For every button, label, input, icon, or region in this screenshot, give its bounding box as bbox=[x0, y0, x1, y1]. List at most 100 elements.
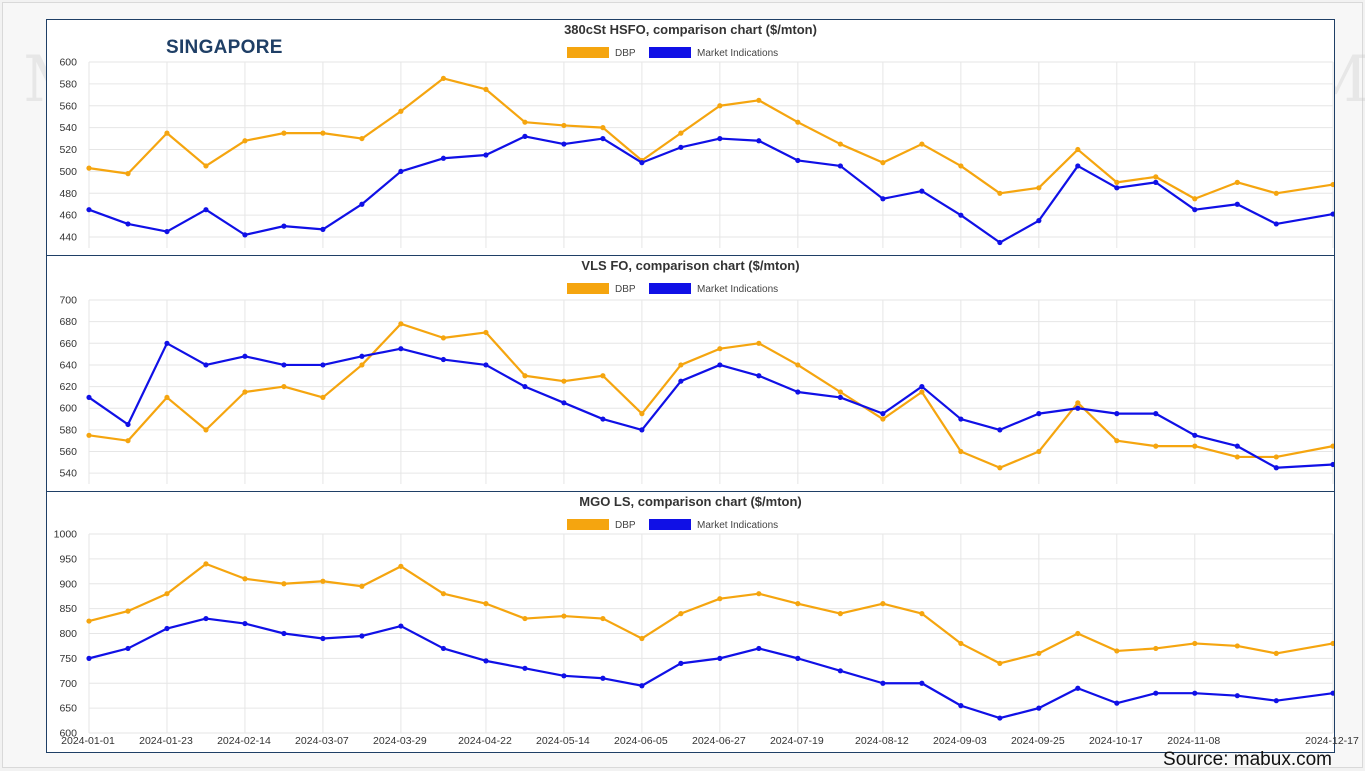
data-point bbox=[1036, 650, 1042, 656]
data-point bbox=[600, 125, 606, 131]
data-point bbox=[639, 411, 645, 417]
data-point bbox=[639, 427, 645, 433]
chart-title: MGO LS, comparison chart ($/mton) bbox=[579, 494, 801, 509]
y-tick-label: 580 bbox=[59, 78, 77, 90]
data-point bbox=[242, 576, 248, 582]
data-point bbox=[1192, 640, 1198, 647]
y-tick-label: 640 bbox=[59, 359, 77, 371]
chart-panel-hsfo: 380cSt HSFO, comparison chart ($/mton) DB… bbox=[46, 19, 1335, 256]
x-tick-label: 2024-12-17 bbox=[1305, 735, 1359, 747]
data-point bbox=[1114, 648, 1120, 654]
data-point bbox=[1114, 179, 1120, 185]
legend-label: DBP bbox=[615, 284, 636, 295]
data-point bbox=[1273, 454, 1279, 460]
data-point bbox=[880, 416, 886, 422]
data-point bbox=[1192, 443, 1198, 449]
region-title: SINGAPORE bbox=[166, 37, 283, 58]
y-tick-label: 950 bbox=[59, 553, 77, 565]
legend-swatch bbox=[649, 47, 691, 58]
data-point bbox=[639, 683, 645, 689]
data-point bbox=[125, 438, 131, 444]
y-tick-label: 800 bbox=[59, 628, 77, 640]
data-point bbox=[919, 680, 925, 686]
data-point bbox=[678, 378, 684, 384]
data-point bbox=[1192, 196, 1198, 202]
data-point bbox=[1153, 645, 1159, 652]
y-tick-label: 620 bbox=[59, 381, 77, 393]
data-point bbox=[359, 583, 365, 589]
data-point bbox=[483, 601, 489, 607]
y-tick-label: 660 bbox=[59, 338, 77, 350]
data-point bbox=[880, 411, 886, 417]
legend-swatch bbox=[567, 519, 609, 530]
x-tick-label: 2024-11-08 bbox=[1167, 735, 1221, 747]
data-point bbox=[483, 329, 489, 336]
data-point bbox=[164, 591, 170, 597]
data-point bbox=[795, 601, 801, 607]
chart-panel-mgo: MGO LS, comparison chart ($/mton) DBP Mark… bbox=[46, 491, 1335, 753]
data-point bbox=[717, 596, 723, 602]
data-point bbox=[1075, 405, 1081, 411]
y-tick-label: 1000 bbox=[54, 529, 78, 541]
y-tick-label: 600 bbox=[59, 403, 77, 415]
data-point bbox=[1234, 201, 1240, 207]
data-point bbox=[678, 144, 684, 150]
data-point bbox=[1075, 685, 1081, 691]
data-point bbox=[958, 163, 964, 169]
data-point bbox=[483, 152, 489, 158]
legend: DBP Market Indications bbox=[567, 283, 778, 295]
data-point bbox=[1192, 432, 1198, 438]
series-line-dbp bbox=[88, 77, 1334, 200]
data-point bbox=[1330, 690, 1334, 696]
data-point bbox=[600, 416, 606, 422]
data-point bbox=[561, 122, 567, 129]
data-point bbox=[756, 373, 762, 379]
data-point bbox=[1330, 443, 1334, 449]
data-point bbox=[281, 130, 287, 136]
y-tick-label: 480 bbox=[59, 188, 77, 200]
chart-svg: MGO LS, comparison chart ($/mton) DBP Mark… bbox=[54, 494, 1334, 740]
data-point bbox=[958, 416, 964, 422]
x-tick-label: 2024-01-01 bbox=[61, 735, 115, 747]
x-tick-label: 2024-07-19 bbox=[769, 735, 824, 747]
data-point bbox=[717, 655, 723, 661]
legend-label: Market Indications bbox=[697, 48, 778, 59]
data-point bbox=[1114, 411, 1120, 417]
data-point bbox=[281, 383, 287, 390]
data-point bbox=[880, 601, 886, 607]
legend-swatch bbox=[649, 283, 691, 294]
data-point bbox=[958, 448, 964, 455]
data-point bbox=[837, 163, 843, 169]
data-point bbox=[756, 591, 762, 597]
data-point bbox=[86, 165, 92, 171]
data-point bbox=[561, 673, 567, 679]
data-point bbox=[997, 427, 1003, 433]
x-tick-label: 2024-09-25 bbox=[1010, 735, 1065, 747]
data-point bbox=[678, 130, 684, 136]
data-point bbox=[600, 135, 606, 142]
data-point bbox=[1153, 174, 1159, 180]
x-tick-label: 2024-03-07 bbox=[295, 735, 349, 747]
data-point bbox=[1192, 690, 1198, 696]
legend-label: DBP bbox=[615, 520, 636, 531]
x-tick-label: 2024-02-14 bbox=[217, 735, 271, 747]
data-point bbox=[1075, 400, 1081, 406]
data-point bbox=[522, 133, 528, 139]
y-tick-label: 750 bbox=[59, 653, 77, 665]
data-point bbox=[320, 394, 326, 401]
data-point bbox=[398, 563, 404, 569]
chart-svg: VLS FO, comparison chart ($/mton) DBP Mark… bbox=[59, 258, 1334, 484]
y-tick-label: 580 bbox=[59, 424, 77, 436]
data-point bbox=[86, 207, 92, 213]
data-point bbox=[1075, 146, 1081, 153]
data-point bbox=[756, 138, 762, 144]
legend-swatch bbox=[567, 283, 609, 294]
data-point bbox=[1153, 443, 1159, 449]
data-point bbox=[997, 465, 1003, 471]
data-point bbox=[880, 160, 886, 166]
data-point bbox=[1153, 411, 1159, 417]
data-point bbox=[1036, 185, 1042, 191]
data-point bbox=[522, 665, 528, 671]
legend-swatch bbox=[567, 47, 609, 58]
data-point bbox=[717, 135, 723, 142]
